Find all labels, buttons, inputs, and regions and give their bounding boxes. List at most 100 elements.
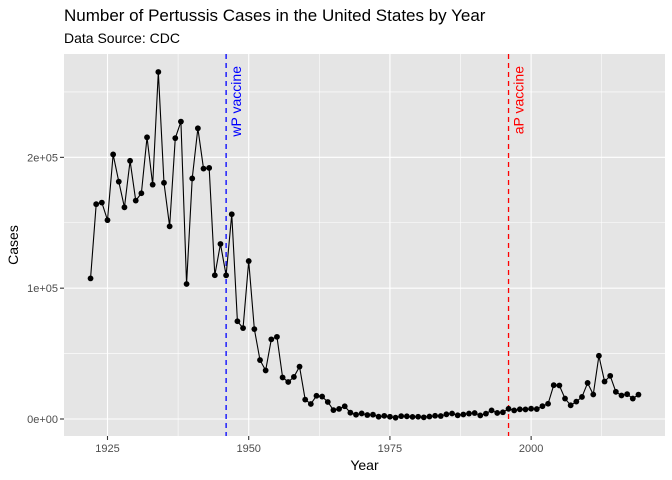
data-point [228,211,235,218]
y-tick-label: 2e+05 [27,152,58,164]
data-point [257,357,263,363]
data-point [234,318,241,325]
data-point [409,413,416,420]
chart-subtitle: Data Source: CDC [64,30,180,46]
data-point [183,281,190,287]
data-point [279,374,286,381]
x-axis-title: Year [350,457,379,473]
data-point [550,382,557,389]
data-point [211,272,218,279]
data-point [353,411,359,418]
data-point [166,223,173,230]
data-point [449,410,455,417]
grid-minor [64,54,665,436]
data-point [545,400,551,407]
data-point [432,412,439,419]
annotation-lines [225,54,510,436]
data-point [420,414,427,421]
data-point [466,410,472,417]
data-point [155,69,162,75]
data-point [629,395,636,402]
data-point [522,406,529,413]
data-point [624,391,631,398]
data-point [567,402,574,409]
data-point [285,379,292,385]
data-point [98,199,105,206]
data-point [511,407,518,414]
data-point [115,178,122,185]
x-tick-label: 2000 [519,443,543,455]
data-point [471,410,478,416]
data-point [319,393,326,400]
data-point [415,413,422,420]
data-point [324,399,331,405]
data-point [206,165,213,171]
data-point [426,413,433,420]
data-point [590,391,597,398]
data-point [189,175,196,182]
data-point [330,407,337,413]
data-point [290,374,297,380]
data-point [387,413,393,420]
data-point [138,190,145,197]
data-point [245,258,252,264]
data-point [460,411,467,418]
data-point [370,411,376,418]
data-point [172,135,179,142]
y-tick-label: 0e+00 [27,414,58,426]
data-point [403,413,410,420]
data-point [607,372,614,379]
data-point [200,165,207,172]
vaccine-label: aP vaccine [511,66,527,134]
plot-panel [64,54,665,436]
data-point [596,352,602,359]
data-point [251,326,258,333]
data-point [121,204,128,211]
chart-title: Number of Pertussis Cases in the United … [64,6,486,25]
data-point [375,413,382,420]
data-point [132,197,139,204]
data-point [161,179,167,186]
data-point [488,407,495,414]
vaccine-label: wP vaccine [228,66,244,138]
data-point [443,411,450,418]
data-point [477,412,484,419]
data-point [381,412,388,419]
data-point [505,405,512,412]
annotation-labels: wP vaccine aP vaccine [228,66,526,138]
data-series [87,69,642,421]
data-point [539,403,546,410]
data-point [104,217,111,224]
data-point [398,413,405,420]
data-point [110,151,117,158]
y-tick-label: 1e+05 [27,283,58,295]
data-point [618,392,625,399]
data-point [313,392,320,399]
data-point [562,395,568,402]
y-axis: 0e+00 1e+05 2e+05 [27,152,64,426]
data-point [454,412,461,419]
data-point [341,403,348,410]
data-point [494,410,501,416]
x-axis: 1925 1950 1975 2000 [95,436,543,455]
data-point [262,367,269,374]
data-point [93,201,100,208]
data-point [217,241,224,247]
data-point [483,410,489,417]
data-point [584,380,591,386]
data-point [336,405,342,412]
data-point [302,396,309,403]
data-point [392,414,399,421]
data-point [556,382,563,389]
x-tick-label: 1975 [378,443,402,455]
data-point [347,409,354,416]
data-point [612,388,619,395]
data-point [144,134,150,141]
data-point [528,405,535,412]
grid-major [64,54,665,436]
data-point [364,412,371,418]
data-point [358,410,365,417]
data-point [579,394,585,400]
x-tick-label: 1950 [236,443,260,455]
